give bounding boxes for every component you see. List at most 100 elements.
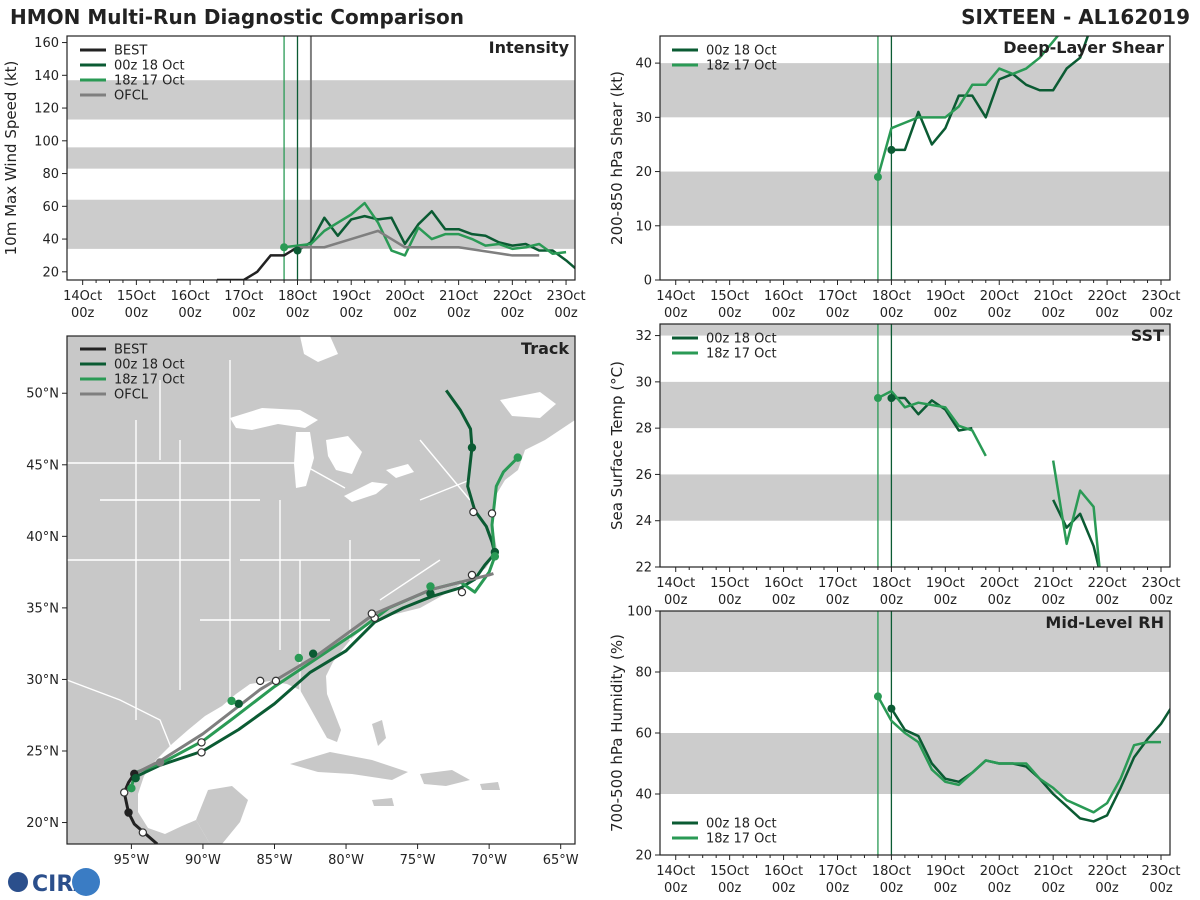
x-tick-hour: 00z bbox=[178, 306, 202, 321]
track-run00z-point bbox=[271, 676, 281, 686]
x-tick-date: 20Oct bbox=[980, 576, 1019, 591]
shear-run00z-line bbox=[891, 36, 1090, 152]
sst-run18z-init-point bbox=[873, 394, 882, 403]
x-tick-date: 19Oct bbox=[332, 289, 371, 304]
track-run18z-point bbox=[367, 609, 376, 618]
x-tick-date: 16Oct bbox=[171, 289, 210, 304]
x-tick-date: 20Oct bbox=[385, 289, 424, 304]
sst-panel: 14Oct 00z 15Oct 00z 16Oct 00z 17Oct 00z 18Oct 00z… bbox=[608, 323, 1181, 608]
track-run00z-point bbox=[457, 587, 467, 597]
sst-run00z-line bbox=[891, 396, 973, 432]
x-tick-date: 22Oct bbox=[1088, 864, 1127, 879]
x-tick-hour: 00z bbox=[1041, 593, 1065, 608]
y-tick-label: 140 bbox=[34, 69, 59, 84]
track-run18z-point bbox=[197, 738, 206, 747]
shear-y-label: 200-850 hPa Shear (kt) bbox=[608, 71, 626, 245]
legend-label-best: BEST bbox=[114, 343, 147, 358]
legend-label-run18z: 18z 17 Oct bbox=[114, 373, 185, 388]
track-best-point bbox=[120, 788, 129, 797]
x-tick-hour: 00z bbox=[286, 306, 310, 321]
track-best-point bbox=[138, 828, 148, 837]
rh-init-lines bbox=[877, 611, 893, 855]
x-tick-hour: 00z bbox=[934, 881, 958, 896]
x-tick-date: 14Oct bbox=[656, 864, 695, 879]
y-tick-label: 120 bbox=[34, 102, 59, 117]
track-run00z-point bbox=[469, 507, 478, 517]
x-tick-date: 22Oct bbox=[1088, 576, 1127, 591]
legend-label-ofcl: OFCL bbox=[114, 89, 149, 104]
legend-label-run00z: 00z 18 Oct bbox=[706, 332, 777, 347]
x-tick-date: 22Oct bbox=[1088, 289, 1127, 304]
intensity-title: Intensity bbox=[489, 38, 570, 57]
rh-run18z-line bbox=[876, 695, 1162, 814]
intensity-y-label: 10m Max Wind Speed (kt) bbox=[2, 61, 20, 256]
x-tick-hour: 00z bbox=[1041, 881, 1065, 896]
y-tick-label: 40 bbox=[635, 788, 652, 803]
shaded-band bbox=[660, 63, 1170, 118]
x-tick-date: 17Oct bbox=[224, 289, 263, 304]
sst-markers bbox=[873, 394, 896, 403]
track-run00z-point bbox=[234, 699, 243, 708]
hudson-bay bbox=[300, 336, 338, 362]
x-tick-date: 16Oct bbox=[764, 576, 803, 591]
x-tick-hour: 00z bbox=[1149, 593, 1173, 608]
x-tick-date: 23Oct bbox=[547, 289, 586, 304]
rh-bands bbox=[660, 611, 1170, 794]
track-run18z-point bbox=[227, 696, 236, 706]
shaded-band bbox=[67, 80, 575, 120]
yucatan-peninsula bbox=[196, 786, 248, 844]
y-tick-label: 22 bbox=[635, 561, 652, 576]
track-frame bbox=[66, 335, 576, 845]
x-tick-label: 85°W bbox=[257, 853, 293, 868]
y-tick-label: 20 bbox=[635, 849, 652, 864]
legend-label-ofcl: OFCL bbox=[114, 388, 149, 403]
x-tick-date: 18Oct bbox=[278, 289, 317, 304]
x-tick-date: 18Oct bbox=[872, 289, 911, 304]
y-tick-label: 30 bbox=[635, 111, 652, 126]
legend-label-run18z: 18z 17 Oct bbox=[706, 832, 777, 847]
hispaniola bbox=[420, 770, 470, 786]
x-tick-date: 22Oct bbox=[493, 289, 532, 304]
y-tick-label: 160 bbox=[34, 36, 59, 51]
shaded-band bbox=[660, 611, 1170, 672]
sst-y-label: Sea Surface Temp (°C) bbox=[608, 361, 626, 530]
track-run18z-point bbox=[487, 509, 497, 518]
x-tick-hour: 00z bbox=[1041, 306, 1065, 321]
x-tick-hour: 00z bbox=[664, 881, 688, 896]
shaded-band bbox=[660, 324, 1170, 336]
track-ofcl-point bbox=[155, 758, 165, 767]
x-tick-hour: 00z bbox=[880, 881, 904, 896]
border-line bbox=[419, 479, 471, 501]
track-run18z-point bbox=[490, 552, 500, 561]
intensity-run18z-init-point bbox=[280, 243, 289, 252]
shear-init-lines bbox=[877, 36, 893, 280]
gulf-of-st-lawrence bbox=[500, 392, 556, 418]
track-run00z-point bbox=[426, 589, 435, 598]
x-tick-label: 95°W bbox=[113, 853, 149, 868]
x-tick-date: 23Oct bbox=[1141, 289, 1180, 304]
intensity-run18z-line bbox=[283, 201, 567, 257]
shaded-band bbox=[660, 733, 1170, 794]
legend-label-run18z: 18z 17 Oct bbox=[706, 59, 777, 74]
x-tick-date: 17Oct bbox=[818, 864, 857, 879]
sst-frame bbox=[659, 323, 1171, 568]
x-tick-hour: 00z bbox=[393, 306, 417, 321]
intensity-frame bbox=[66, 35, 576, 281]
x-tick-date: 18Oct bbox=[872, 864, 911, 879]
x-tick-hour: 00z bbox=[232, 306, 256, 321]
y-tick-label: 60 bbox=[42, 200, 59, 215]
bahamas bbox=[372, 720, 386, 746]
track-run18z-point bbox=[255, 676, 265, 686]
x-tick-hour: 00z bbox=[880, 593, 904, 608]
x-tick-hour: 00z bbox=[664, 306, 688, 321]
y-tick-label: 20°N bbox=[26, 816, 59, 831]
puerto-rico bbox=[480, 782, 500, 790]
x-tick-hour: 00z bbox=[1149, 881, 1173, 896]
border-line bbox=[67, 462, 346, 489]
x-tick-hour: 00z bbox=[934, 593, 958, 608]
great-lakes-huron bbox=[326, 436, 362, 474]
x-tick-hour: 00z bbox=[880, 306, 904, 321]
rh-title: Mid-Level RH bbox=[1045, 613, 1164, 632]
jamaica bbox=[372, 798, 394, 806]
